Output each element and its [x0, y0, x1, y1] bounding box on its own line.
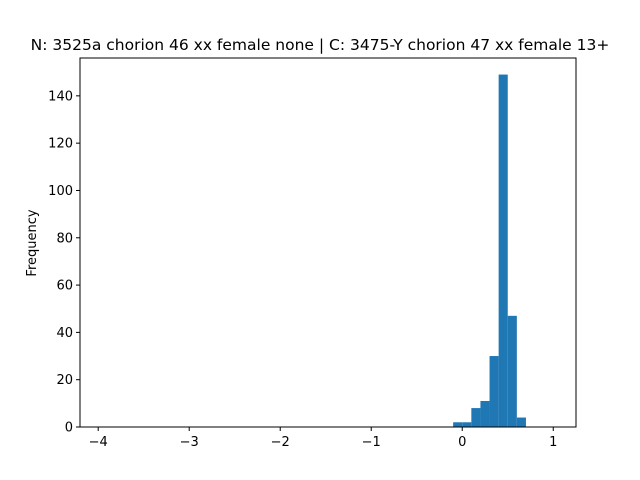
y-tick-label: 100 [48, 184, 73, 199]
x-tick-label: 0 [458, 435, 466, 450]
histogram-bars [453, 74, 526, 428]
y-tick-label: 140 [48, 89, 73, 104]
chart-title: N: 3525a chorion 46 xx female none | C: … [31, 36, 610, 54]
y-tick-label: 20 [56, 373, 73, 388]
x-tick-label: −4 [89, 435, 108, 450]
histogram-bar-4 [489, 356, 499, 427]
y-axis-label: Frequency [25, 209, 40, 276]
histogram-bar-3 [480, 400, 490, 427]
histogram-bar-1 [462, 422, 472, 427]
histogram-bar-5 [498, 74, 508, 428]
y-tick-label: 40 [56, 326, 73, 341]
histogram-bar-7 [516, 417, 526, 427]
histogram-bar-0 [453, 422, 463, 427]
y-tick-label: 0 [65, 421, 73, 436]
histogram-bar-2 [471, 408, 481, 427]
x-axis-ticks: −4 −3 −2 −1 0 1 [89, 427, 557, 450]
x-tick-label: −2 [271, 435, 290, 450]
x-tick-label: −1 [362, 435, 381, 450]
y-tick-label: 80 [56, 231, 73, 246]
y-tick-label: 120 [48, 137, 73, 152]
x-tick-label: 1 [549, 435, 557, 450]
y-tick-label: 60 [56, 279, 73, 294]
histogram-bar-6 [507, 315, 517, 427]
y-axis-ticks: 0 20 40 60 80 100 120 140 [48, 89, 80, 436]
x-tick-label: −3 [180, 435, 199, 450]
plot-frame [79, 57, 577, 428]
